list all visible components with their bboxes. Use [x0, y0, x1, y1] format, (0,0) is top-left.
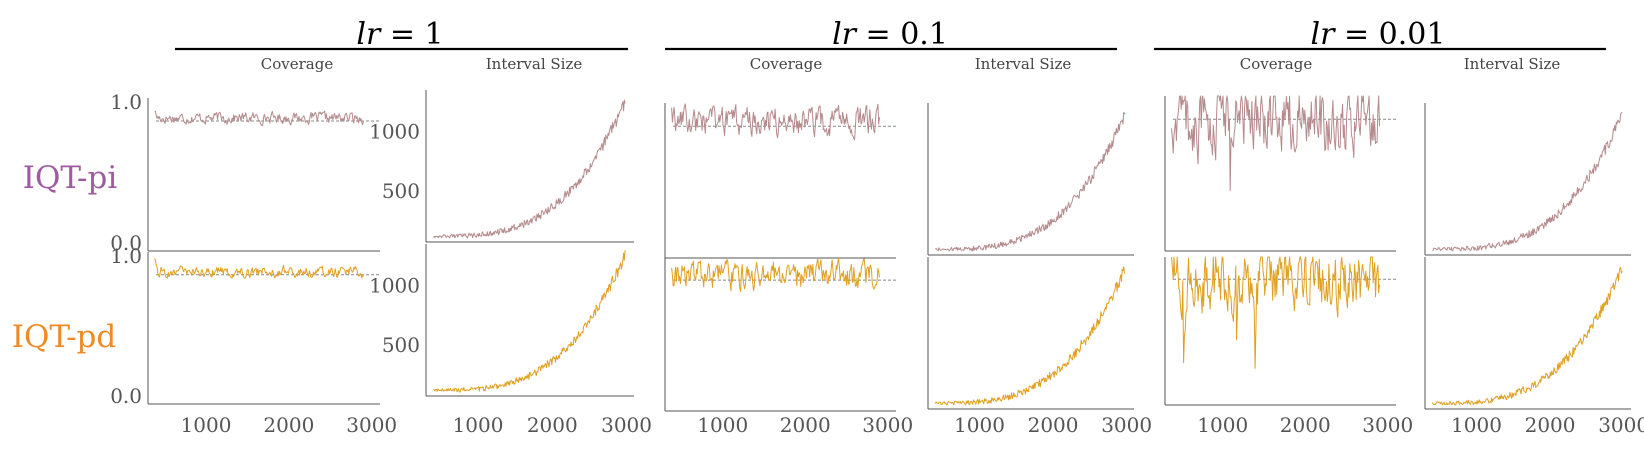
- y-tick-label: 0.0: [110, 384, 142, 408]
- column-header-coverage: Coverage: [750, 55, 823, 73]
- y-tick-label: 1.0: [110, 244, 142, 268]
- series-line: [935, 112, 1126, 252]
- panel-lr-1-IQT-pd-coverage: 1.0 0.0 1000 2000 3000: [110, 244, 397, 437]
- x-tick-label: 2000: [1280, 413, 1331, 437]
- column-header-coverage: Coverage: [1240, 55, 1313, 73]
- panel-lr-1-IQT-pd-interval-size: 1000 500 1000 2000 3000: [369, 244, 652, 437]
- row-label-iqt-pi: IQT-pi: [23, 160, 118, 196]
- y-tick-label: 500: [382, 333, 420, 357]
- x-tick-label: 1000: [1451, 413, 1502, 437]
- lr-symbol: lr: [832, 17, 858, 52]
- svg-text:lr = 1: lr = 1: [356, 17, 443, 52]
- x-tick-label: 2000: [780, 413, 831, 437]
- y-tick-label: 1000: [369, 120, 420, 144]
- row-label-iqt-pd: IQT-pd: [12, 319, 117, 355]
- lr-value: 0.01: [1379, 17, 1446, 52]
- x-tick-label: 1000: [954, 413, 1005, 437]
- series-line: [1431, 267, 1623, 406]
- x-tick-label: 3000: [346, 413, 397, 437]
- lr-equals: =: [380, 17, 424, 52]
- x-tick-label: 1000: [181, 413, 232, 437]
- panel-lr-1-IQT-pi-interval-size: 1000 500: [369, 90, 634, 243]
- group-header-lr-0.1: lr = 0.1 Coverage Interval Size: [665, 17, 1117, 73]
- lr-value: 1: [425, 17, 444, 52]
- panel-lr-0.1-IQT-pd-coverage: 1000 2000 3000: [664, 257, 913, 437]
- series-line: [433, 99, 626, 239]
- x-tick-label: 2000: [1028, 413, 1079, 437]
- y-tick-label: 500: [382, 179, 420, 203]
- y-tick-label: 0.0: [110, 231, 142, 255]
- lr-equals: =: [1334, 17, 1378, 52]
- column-header-interval-size: Interval Size: [1464, 55, 1561, 73]
- series-line: [1171, 95, 1380, 191]
- y-tick-label: 1000: [369, 274, 420, 298]
- x-tick-label: 3000: [1362, 413, 1413, 437]
- panel-lr-0.01-IQT-pi-interval-size: [1424, 103, 1631, 256]
- x-tick-label: 3000: [862, 413, 913, 437]
- svg-text:lr = 0.1: lr = 0.1: [832, 17, 948, 52]
- x-tick-label: 1000: [697, 413, 748, 437]
- series-line: [934, 266, 1126, 406]
- series-line: [1432, 111, 1623, 252]
- series-line: [671, 257, 880, 293]
- lr-equals: =: [856, 17, 900, 52]
- panel-lr-0.01-IQT-pd-coverage: 1000 2000 3000: [1164, 256, 1413, 437]
- panel-lr-0.1-IQT-pd-interval-size: 1000 2000 3000: [927, 257, 1152, 437]
- group-header-lr-1: lr = 1 Coverage Interval Size: [175, 17, 628, 73]
- x-tick-label: 1000: [453, 413, 504, 437]
- panel-lr-0.01-IQT-pi-coverage: [1164, 95, 1396, 252]
- svg-text:lr = 0.01: lr = 0.01: [1311, 17, 1446, 52]
- lr-symbol: lr: [1311, 17, 1337, 52]
- series-line: [1171, 256, 1380, 369]
- lr-symbol: lr: [356, 17, 382, 52]
- panel-lr-1-IQT-pi-coverage: 1.0 0.0: [110, 90, 380, 255]
- panel-lr-0.1-IQT-pi-interval-size: [927, 103, 1134, 256]
- panel-lr-0.01-IQT-pd-interval-size: 1000 2000 3000: [1424, 257, 1644, 437]
- x-tick-label: 2000: [527, 413, 578, 437]
- series-line: [671, 103, 880, 141]
- x-tick-label: 2000: [263, 413, 314, 437]
- x-tick-label: 3000: [1101, 413, 1152, 437]
- lr-value: 0.1: [900, 17, 948, 52]
- column-header-interval-size: Interval Size: [975, 55, 1072, 73]
- x-tick-label: 2000: [1525, 413, 1576, 437]
- series-line: [154, 258, 364, 279]
- x-tick-label: 3000: [601, 413, 652, 437]
- panel-lr-0.1-IQT-pi-coverage: [664, 103, 896, 259]
- series-line: [154, 110, 364, 127]
- x-tick-label: 3000: [1598, 413, 1644, 437]
- series-line: [433, 250, 626, 393]
- column-header-coverage: Coverage: [261, 55, 334, 73]
- group-header-lr-0.01: lr = 0.01 Coverage Interval Size: [1154, 17, 1606, 73]
- y-tick-label: 1.0: [110, 90, 142, 114]
- x-tick-label: 1000: [1197, 413, 1248, 437]
- column-header-interval-size: Interval Size: [486, 55, 583, 73]
